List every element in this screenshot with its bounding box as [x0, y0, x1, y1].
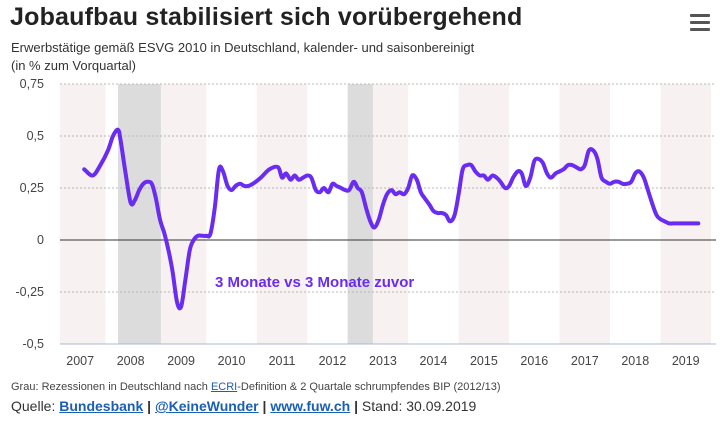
x-tick-label: 2011	[269, 354, 296, 368]
year-band	[60, 84, 106, 344]
stand-date: Stand: 30.09.2019	[361, 398, 477, 414]
footnote-prefix: Grau: Rezessionen in Deutschland nach	[11, 381, 211, 393]
footnote-suffix: -Definition & 2 Quartale schrumpfendes B…	[237, 381, 501, 393]
y-tick-label: 0,5	[27, 129, 44, 143]
year-band	[660, 84, 711, 344]
separator: |	[147, 398, 152, 414]
y-tick-label: -0,5	[22, 337, 44, 351]
chart-subtitle: Erwerbstätige gemäß ESVG 2010 in Deutsch…	[11, 39, 474, 75]
hamburger-menu-icon[interactable]	[690, 14, 710, 32]
year-band	[256, 84, 308, 344]
fuw-link[interactable]: www.fuw.ch	[270, 398, 351, 414]
menu-bar	[690, 28, 710, 31]
recession-shading	[118, 84, 373, 344]
x-tick-label: 2009	[167, 354, 195, 368]
ecri-link[interactable]: ECRI	[210, 381, 238, 393]
series-group	[82, 127, 701, 311]
keinewunder-link[interactable]: @KeineWunder	[154, 398, 259, 414]
menu-bar	[690, 14, 710, 17]
source-label: Quelle:	[11, 398, 60, 414]
y-tick-label: -0,25	[16, 285, 45, 299]
x-tick-label: 2017	[571, 354, 599, 368]
y-tick-label: 0,25	[20, 181, 44, 195]
x-tick-label: 2019	[672, 354, 700, 368]
x-tick-label: 2014	[420, 354, 448, 368]
series-annotation: 3 Monate vs 3 Monate zuvor	[215, 274, 414, 291]
x-tick-label: 2013	[369, 354, 397, 368]
x-tick-label: 2015	[470, 354, 498, 368]
separator: |	[354, 398, 358, 414]
source-line: Quelle: Bundesbank | @KeineWunder | www.…	[11, 398, 476, 414]
gridlines	[60, 83, 716, 345]
chart-title: Jobaufbau stabilisiert sich vorübergehen…	[10, 3, 523, 31]
y-tick-label: 0,75	[20, 77, 44, 91]
x-tick-label: 2018	[621, 354, 649, 368]
x-tick-label: 2010	[218, 354, 246, 368]
line-chart: 0,750,50,250-0,25-0,5 2007 2008 2009 2010 20…	[16, 77, 716, 368]
year-band	[458, 84, 510, 344]
x-tick-label: 2012	[319, 354, 347, 368]
series-line	[82, 127, 701, 311]
x-tick-label: 2016	[520, 354, 548, 368]
footnote: Grau: Rezessionen in Deutschland nach EC…	[11, 381, 501, 393]
x-tick-label: 2008	[117, 354, 145, 368]
subtitle-line-2: (in % zum Vorquartal)	[11, 58, 136, 73]
x-tick-label: 2007	[66, 354, 94, 368]
menu-bar	[690, 21, 710, 24]
y-axis-ticks: 0,75 0,5 0,25 0 -0,25 -0,5	[16, 77, 45, 351]
recession-band	[118, 84, 161, 344]
subtitle-line-1: Erwerbstätige gemäß ESVG 2010 in Deutsch…	[11, 40, 475, 55]
year-band	[559, 84, 611, 344]
bundesbank-link[interactable]: Bundesbank	[59, 398, 144, 414]
x-axis-ticks: 2007 2008 2009 2010 2011 2012 2013 2014 2015 2016…	[66, 354, 699, 368]
separator: |	[262, 398, 267, 414]
y-tick-label: 0	[37, 233, 44, 247]
